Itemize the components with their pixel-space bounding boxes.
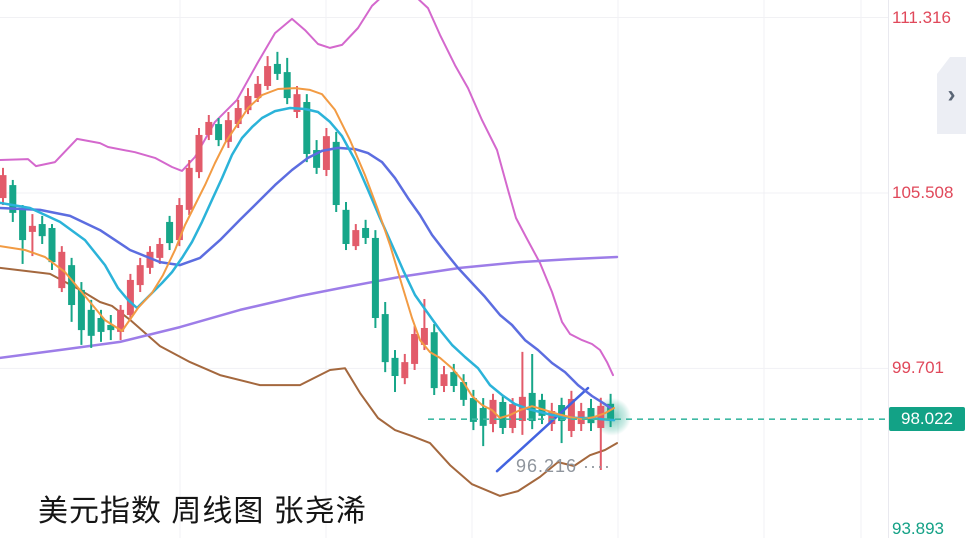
price-axis-label: 111.316 — [892, 7, 951, 27]
price-axis-label: 93.893 — [892, 519, 944, 538]
collapse-panel-tab[interactable]: › — [937, 57, 966, 134]
current-price-value: 98.022 — [901, 409, 953, 429]
price-axis-label: 105.508 — [892, 183, 954, 202]
current-price-badge: 98.022 — [889, 407, 965, 432]
trendline-low-label: 96.216 ···· — [516, 456, 612, 476]
price-axis[interactable]: 111.316 105.508 99.701 93.893 — [888, 0, 966, 538]
chevron-right-icon: › — [947, 80, 956, 108]
candlestick-chart[interactable] — [0, 0, 888, 538]
price-axis-label: 99.701 — [892, 358, 944, 378]
watermark-title: 美元指数 周线图 张尧浠 — [38, 495, 367, 528]
